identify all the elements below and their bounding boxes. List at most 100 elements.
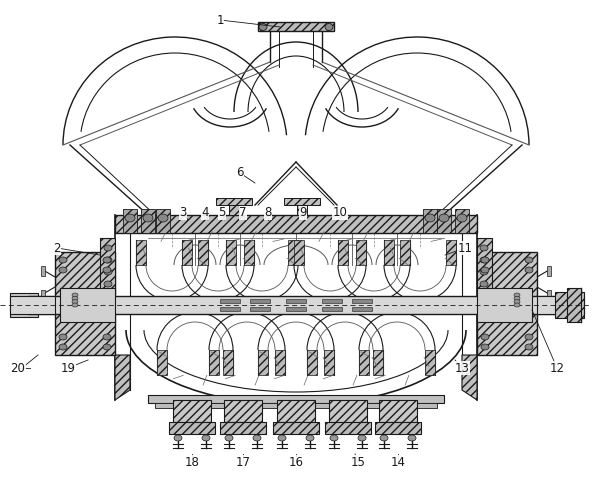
Bar [286,299,306,303]
Bar [455,209,469,233]
Ellipse shape [457,214,467,222]
Text: 4: 4 [201,206,209,220]
Bar [224,400,262,422]
Bar [352,307,372,311]
Ellipse shape [439,214,449,222]
Bar [547,266,551,276]
Text: 14: 14 [391,455,406,469]
Polygon shape [425,350,435,375]
Bar [477,252,537,355]
Bar [567,288,581,322]
Bar [169,422,215,434]
Ellipse shape [104,245,112,251]
Ellipse shape [125,214,135,222]
Text: 11: 11 [458,242,472,254]
Bar [555,292,584,318]
Ellipse shape [143,214,153,222]
Ellipse shape [325,23,333,30]
Text: 5: 5 [218,206,226,220]
Text: 2: 2 [53,242,61,254]
Polygon shape [359,350,369,375]
Ellipse shape [514,300,520,304]
Polygon shape [446,240,456,265]
Bar [284,198,320,205]
Polygon shape [288,240,298,265]
Bar [28,296,564,314]
Text: 1: 1 [216,13,224,26]
Bar [220,307,240,311]
Ellipse shape [104,281,112,287]
Bar [286,307,306,311]
Bar [220,299,240,303]
Ellipse shape [480,269,488,275]
Polygon shape [373,350,383,375]
Bar [423,209,437,233]
Ellipse shape [330,435,338,441]
Ellipse shape [514,303,520,307]
Text: 8: 8 [264,206,272,220]
Polygon shape [223,350,233,375]
Polygon shape [157,350,167,375]
Ellipse shape [481,334,489,340]
Polygon shape [182,240,192,265]
Polygon shape [307,350,317,375]
Polygon shape [275,350,285,375]
Text: 16: 16 [288,455,304,469]
Bar [352,299,372,303]
Bar [322,307,342,311]
Ellipse shape [59,257,67,263]
Ellipse shape [103,257,111,263]
Polygon shape [115,215,477,233]
Ellipse shape [380,435,388,441]
Bar [477,288,532,322]
Bar [375,422,421,434]
Bar [273,422,319,434]
Ellipse shape [480,245,488,251]
Ellipse shape [72,303,78,307]
Text: 3: 3 [179,206,186,220]
Bar [173,400,211,422]
Polygon shape [226,240,236,265]
Bar [379,400,417,422]
Ellipse shape [425,214,435,222]
Ellipse shape [525,267,533,273]
Ellipse shape [481,344,489,350]
Bar [229,205,239,215]
Bar [60,288,115,322]
Bar [155,403,437,408]
Ellipse shape [259,23,267,30]
Polygon shape [462,355,477,400]
Ellipse shape [72,296,78,301]
Ellipse shape [480,281,488,287]
Ellipse shape [278,435,286,441]
Polygon shape [209,350,219,375]
Ellipse shape [103,344,111,350]
Ellipse shape [408,435,416,441]
Bar [277,400,315,422]
Bar [100,238,115,293]
Bar [141,209,155,233]
Text: 17: 17 [236,455,250,469]
Text: 10: 10 [333,206,348,220]
Polygon shape [198,240,208,265]
Ellipse shape [72,293,78,297]
Ellipse shape [104,269,112,275]
Bar [41,266,45,276]
Bar [123,209,137,233]
Ellipse shape [59,344,67,350]
Ellipse shape [514,293,520,297]
Ellipse shape [525,344,533,350]
Text: 7: 7 [239,206,247,220]
Polygon shape [324,350,334,375]
Text: 9: 9 [299,206,307,220]
Polygon shape [136,240,146,265]
Polygon shape [338,240,348,265]
Text: 13: 13 [455,362,469,374]
Text: 18: 18 [185,455,200,469]
Bar [325,422,371,434]
Bar [477,238,492,293]
Ellipse shape [202,435,210,441]
Polygon shape [244,240,254,265]
Ellipse shape [480,257,488,263]
Ellipse shape [103,334,111,340]
